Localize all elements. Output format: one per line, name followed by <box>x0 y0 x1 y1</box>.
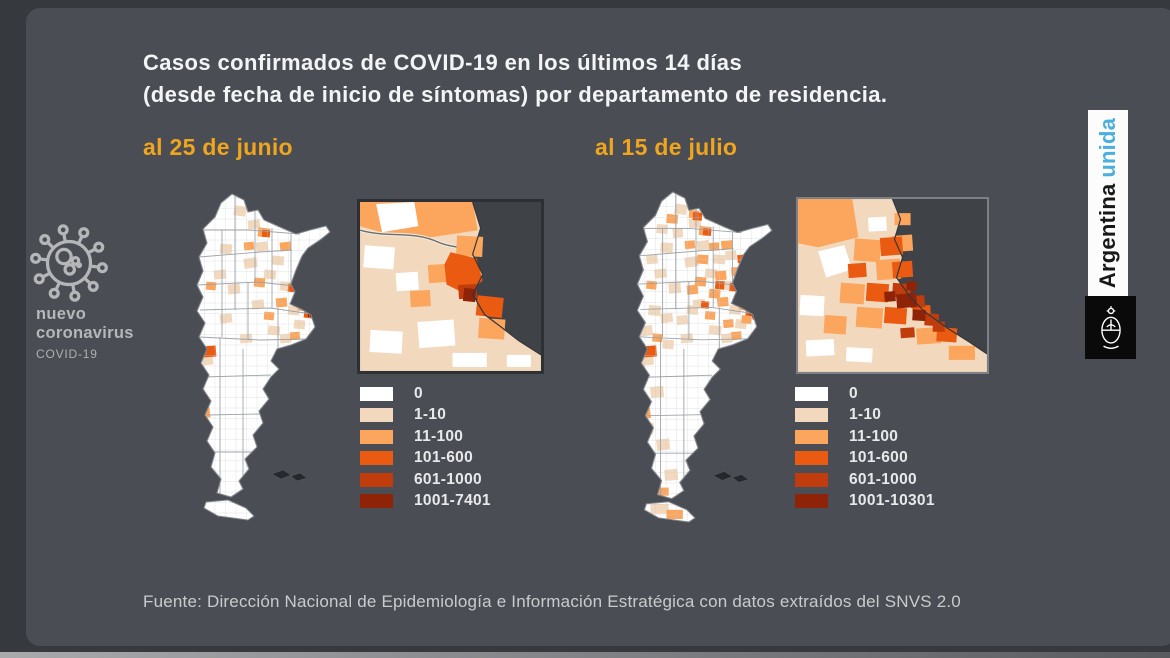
legend-label: 11-100 <box>414 427 464 445</box>
coronavirus-logo-text: nuevo coronavirus COVID-19 <box>36 305 134 361</box>
wordmark-text: Argentina unida <box>1088 110 1128 296</box>
legend-row: 0 <box>360 384 590 402</box>
legend-swatch <box>360 386 393 401</box>
legend-row: 601-1000 <box>795 470 1025 488</box>
legend-row: 0 <box>795 384 1025 402</box>
title-line-1: Casos confirmados de COVID-19 en los últ… <box>143 50 743 75</box>
bottom-edge-strip <box>0 652 1170 658</box>
legend-row: 601-1000 <box>360 470 590 488</box>
legend-row: 1-10 <box>795 406 1025 423</box>
argentina-map-june <box>196 193 331 521</box>
legend-label: 1001-10301 <box>849 492 935 509</box>
legend-row: 11-100 <box>360 427 590 445</box>
legend-row: 1001-10301 <box>795 492 1025 509</box>
legend-label: 101-600 <box>414 449 473 466</box>
legend-label: 1-10 <box>849 406 882 423</box>
legend-swatch <box>795 451 828 465</box>
legend-label: 601-1000 <box>414 470 482 488</box>
title-line-2: (desde fecha de inicio de síntomas) por … <box>143 82 888 107</box>
islas-malvinas <box>712 471 750 483</box>
legend-label: 101-600 <box>849 449 908 466</box>
legend-label: 1-10 <box>414 406 447 423</box>
legend-row: 1-10 <box>360 406 590 423</box>
inset-map-buenos-aires-july <box>796 197 989 374</box>
legend-row: 11-100 <box>795 427 1025 445</box>
legend-swatch <box>360 429 393 444</box>
date-label-june: al 25 de junio <box>143 134 293 160</box>
legend-row: 101-600 <box>795 449 1025 466</box>
legend-swatch <box>795 429 828 444</box>
legend-swatch <box>795 472 828 487</box>
legend-swatch <box>360 494 393 508</box>
wordmark-strip: Argentina unida <box>1088 110 1128 296</box>
legend-swatch <box>360 408 393 422</box>
argentina-coat-of-arms-icon <box>1100 305 1121 349</box>
logo-line-nuevo: nuevo <box>36 305 87 323</box>
legend-swatch <box>795 386 828 401</box>
logo-line-coronavirus: coronavirus <box>36 324 134 342</box>
legend-july: 0 1-10 11-100 101-600 601-1000 1001-10301 <box>795 384 1025 515</box>
legend-swatch <box>795 494 828 508</box>
coronavirus-icon <box>30 224 108 302</box>
wordmark-unida: unida <box>1095 117 1120 178</box>
legend-swatch <box>360 472 393 487</box>
legend-row: 101-600 <box>360 449 590 466</box>
argentina-map-july <box>636 191 773 523</box>
date-label-july: al 15 de julio <box>595 134 738 160</box>
legend-label: 0 <box>414 384 423 402</box>
legend-row: 1001-7401 <box>360 492 590 509</box>
islas-malvinas <box>271 469 308 482</box>
page-title: Casos confirmados de COVID-19 en los últ… <box>143 47 887 111</box>
inset-map-buenos-aires-june <box>357 199 544 374</box>
legend-label: 0 <box>849 384 858 402</box>
wordmark-argentina: Argentina <box>1095 183 1120 289</box>
legend-label: 11-100 <box>849 427 899 445</box>
legend-swatch <box>360 451 393 465</box>
legend-label: 1001-7401 <box>414 492 491 509</box>
legend-label: 601-1000 <box>849 470 917 488</box>
logo-line-covid19: COVID-19 <box>36 347 98 361</box>
coat-of-arms-badge <box>1085 296 1136 359</box>
source-note: Fuente: Dirección Nacional de Epidemiolo… <box>143 592 961 611</box>
legend-june: 0 1-10 11-100 101-600 601-1000 1001-7401 <box>360 384 590 515</box>
legend-swatch <box>795 408 828 422</box>
